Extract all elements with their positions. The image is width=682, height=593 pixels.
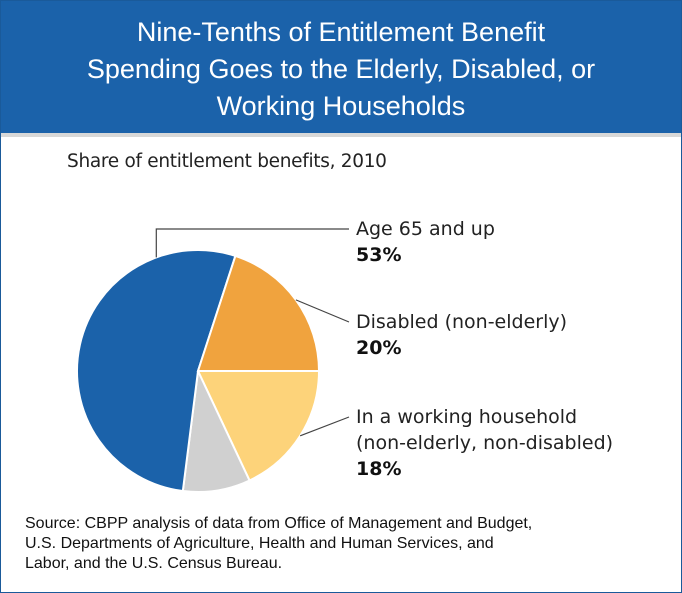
- slice-label-disabled: Disabled (non-elderly): [356, 311, 567, 333]
- chart-title-line: Spending Goes to the Elderly, Disabled, …: [86, 54, 596, 84]
- pie-slice-disabled: [196, 254, 321, 372]
- leader-line-elderly: [155, 228, 349, 258]
- chart-title: Nine-Tenths of Entitlement Benefit Spend…: [31, 14, 651, 125]
- source-note: Source: CBPP analysis of data from Offic…: [25, 514, 675, 574]
- source-line: Source: CBPP analysis of data from Offic…: [25, 515, 533, 532]
- title-banner: Nine-Tenths of Entitlement Benefit Spend…: [1, 1, 681, 137]
- slice-label-elderly: Age 65 and up: [356, 218, 495, 240]
- source-line: U.S. Departments of Agriculture, Health …: [25, 535, 494, 552]
- pie-slice-elderly: [76, 249, 237, 493]
- slice-value-elderly: 53%: [356, 244, 401, 266]
- slice-value-working: 18%: [356, 458, 401, 480]
- chart-title-line: Working Households: [216, 91, 466, 121]
- slice-label-working: In a working household: [356, 406, 577, 428]
- leader-line-working: [299, 416, 350, 437]
- chart-subtitle: Share of entitlement benefits, 2010: [67, 151, 387, 172]
- leader-line-disabled: [295, 299, 350, 323]
- slice-label-working: (non-elderly, non-disabled): [356, 432, 613, 454]
- pie-slice-working: [196, 370, 321, 482]
- chart-title-line: Nine-Tenths of Entitlement Benefit: [136, 17, 546, 47]
- source-line: Labor, and the U.S. Census Bureau.: [25, 555, 283, 572]
- slice-value-disabled: 20%: [356, 337, 401, 359]
